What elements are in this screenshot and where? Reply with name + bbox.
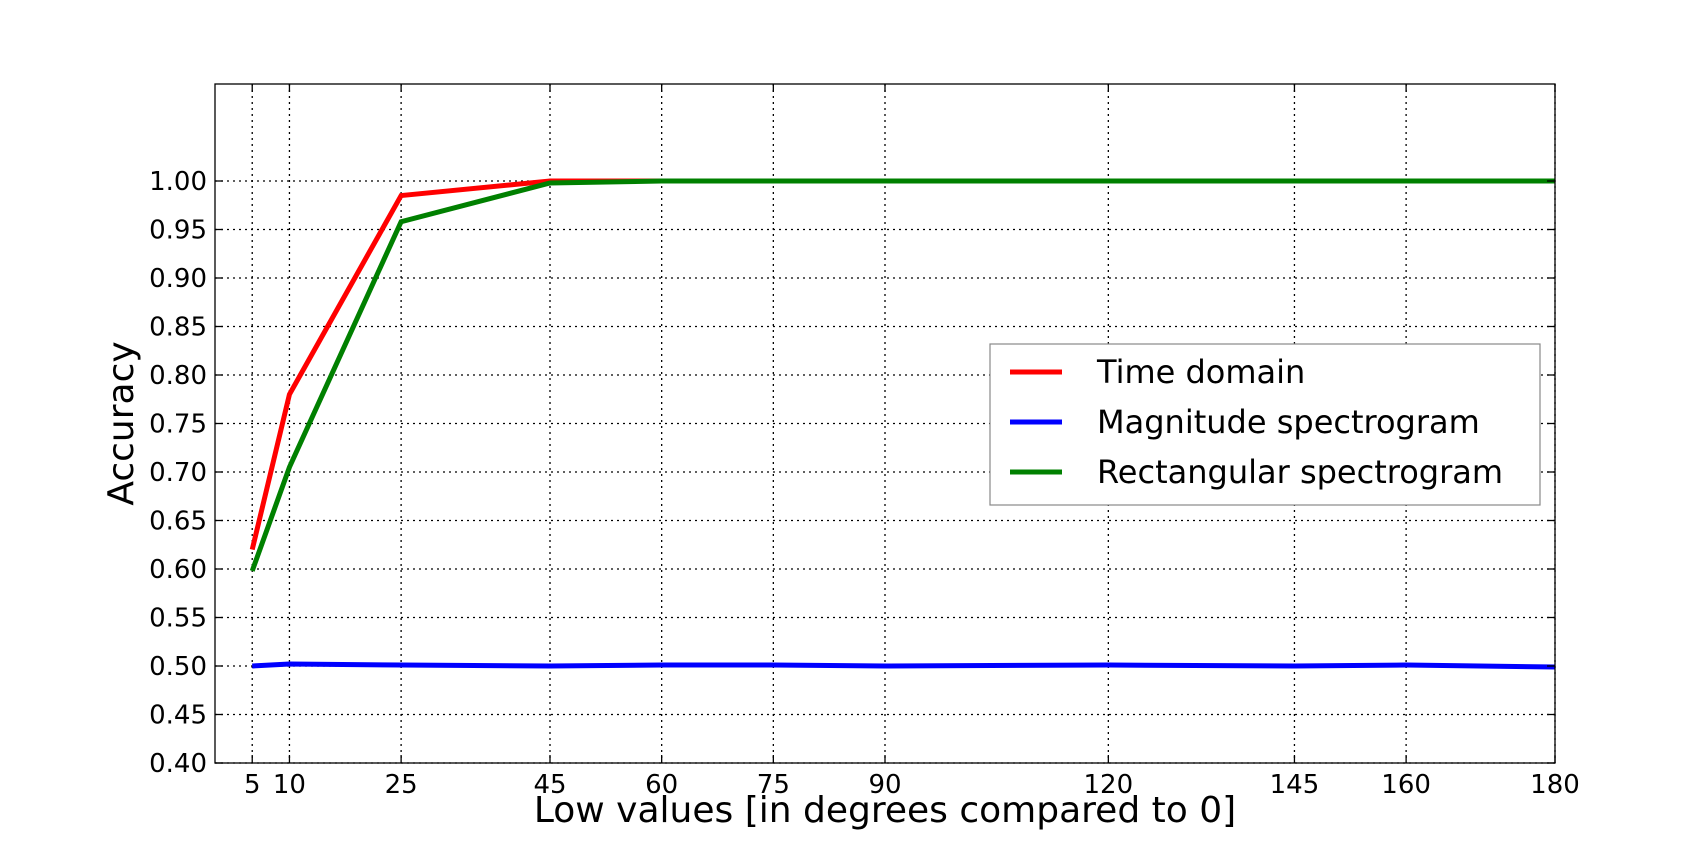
x-tick-label: 180 (1530, 770, 1580, 800)
y-tick-label: 0.80 (149, 361, 207, 391)
x-tick-label: 120 (1084, 770, 1134, 800)
x-tick-label: 25 (385, 770, 418, 800)
x-tick-label: 45 (533, 770, 566, 800)
series-line-magnitude-spectrogram (252, 661, 1556, 670)
legend-label-magnitude-spectrogram: Magnitude spectrogram (1097, 403, 1480, 441)
y-tick-label: 1.00 (149, 167, 207, 197)
legend-label-rectangular-spectrogram: Rectangular spectrogram (1097, 453, 1503, 491)
x-tick-label: 60 (645, 770, 678, 800)
legend-label-time-domain: Time domain (1096, 353, 1305, 391)
x-tick-label: 90 (868, 770, 901, 800)
x-tick-label: 10 (273, 770, 306, 800)
legend-entries: Time domain Magnitude spectrogram Rectangu… (1010, 353, 1503, 491)
x-axis-label: Low values [in degrees compared to 0] (534, 790, 1236, 831)
axis-ticks: 5 10 25 45 60 75 90 120 145 160 180 0.40 0.45 0.50 0.5… (149, 84, 1580, 800)
legend: Time domain Magnitude spectrogram Rectangu… (989, 343, 1541, 506)
x-tick-label: 160 (1381, 770, 1431, 800)
y-tick-label: 0.60 (149, 555, 207, 585)
y-tick-label: 0.55 (149, 604, 207, 634)
y-tick-label: 0.90 (149, 264, 207, 294)
y-tick-label: 0.70 (149, 458, 207, 488)
x-tick-label: 75 (757, 770, 790, 800)
y-tick-label: 0.65 (149, 507, 207, 537)
y-tick-label: 0.50 (149, 652, 207, 682)
series-line-rectangular-spectrogram (249, 178, 1555, 572)
x-tick-label: 145 (1270, 770, 1320, 800)
x-tick-label: 5 (244, 770, 261, 800)
y-tick-label: 0.75 (149, 410, 207, 440)
legend-box (989, 343, 1541, 506)
y-tick-label: 0.95 (149, 216, 207, 246)
y-tick-label: 0.85 (149, 313, 207, 343)
plot-series (249, 178, 1556, 670)
y-axis-label: Accuracy (101, 341, 142, 505)
y-tick-label: 0.45 (149, 701, 207, 731)
y-tick-label: 0.40 (149, 749, 207, 779)
